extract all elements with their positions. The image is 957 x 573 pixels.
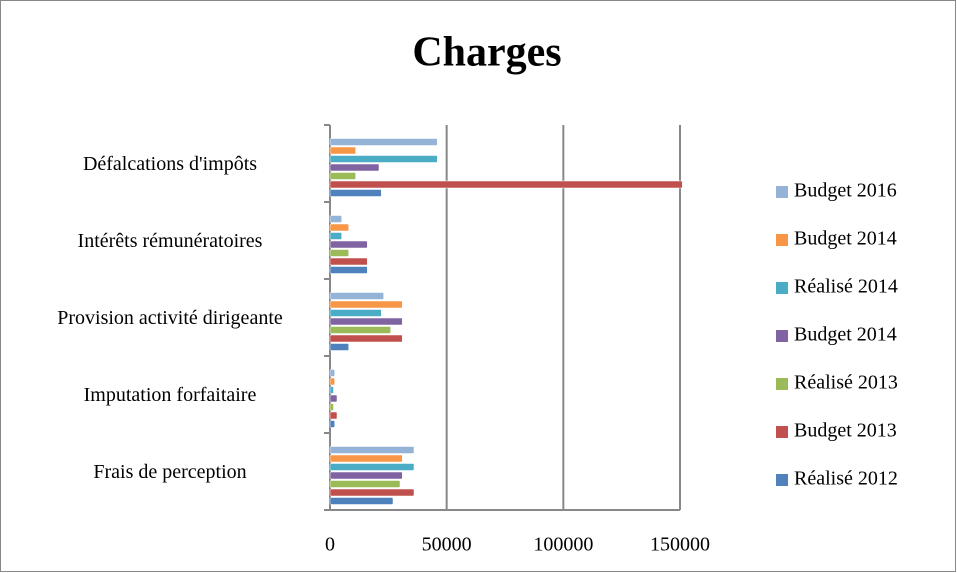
bar xyxy=(329,480,401,488)
bar xyxy=(329,317,403,326)
bar xyxy=(329,163,380,172)
bar xyxy=(329,343,349,351)
bar xyxy=(329,223,349,232)
bar xyxy=(329,155,438,163)
bar xyxy=(329,326,391,334)
y-tick-label: Imputation forfaitaire xyxy=(83,383,257,406)
y-tick-label: Défalcations d'impôts xyxy=(82,152,258,175)
bar xyxy=(329,394,338,403)
x-tick-label: 150000 xyxy=(650,534,710,556)
bar xyxy=(329,369,335,377)
bar xyxy=(329,497,394,505)
x-tick-label: 100000 xyxy=(533,534,593,556)
y-tick-label: Intérêts rémunératoires xyxy=(77,229,263,252)
bar xyxy=(329,377,335,386)
legend-swatch xyxy=(776,234,788,246)
legend-swatch xyxy=(776,474,788,486)
bar xyxy=(329,463,415,471)
bar xyxy=(329,488,415,497)
bar xyxy=(329,411,338,420)
bar xyxy=(329,189,382,197)
legend-swatch xyxy=(776,426,788,438)
legend-swatch xyxy=(776,282,788,294)
bar xyxy=(329,172,356,180)
legend-label: Réalisé 2013 xyxy=(794,372,898,394)
x-tick-label: 0 xyxy=(325,534,335,556)
bar xyxy=(329,146,356,155)
bar xyxy=(329,309,382,317)
bar xyxy=(329,386,334,394)
bar xyxy=(329,471,403,480)
bar xyxy=(329,215,342,223)
bar xyxy=(329,257,368,266)
bar xyxy=(329,446,415,454)
bar xyxy=(329,292,384,300)
legend-label: Budget 2014 xyxy=(794,324,897,346)
bar xyxy=(329,138,438,146)
y-tick-label: Provision activité dirigeante xyxy=(57,306,283,329)
y-tick-label: Frais de perception xyxy=(93,460,247,483)
chart-title: Charges xyxy=(412,30,561,76)
legend-label: Budget 2014 xyxy=(794,228,897,250)
bar xyxy=(329,249,349,257)
bar xyxy=(329,266,368,274)
bar xyxy=(329,454,403,463)
legend-label: Budget 2013 xyxy=(794,420,897,442)
bar xyxy=(329,240,368,249)
bar xyxy=(329,420,335,428)
bar xyxy=(329,180,683,189)
legend-swatch xyxy=(776,378,788,390)
legend-label: Réalisé 2012 xyxy=(794,468,898,490)
bar xyxy=(329,334,403,343)
legend-label: Budget 2016 xyxy=(794,180,897,202)
bar xyxy=(329,232,342,240)
x-tick-label: 50000 xyxy=(422,534,472,556)
legend-label: Réalisé 2014 xyxy=(794,276,898,298)
bar xyxy=(329,300,403,309)
legend-swatch xyxy=(776,330,788,342)
bar xyxy=(329,403,334,411)
legend-swatch xyxy=(776,186,788,198)
